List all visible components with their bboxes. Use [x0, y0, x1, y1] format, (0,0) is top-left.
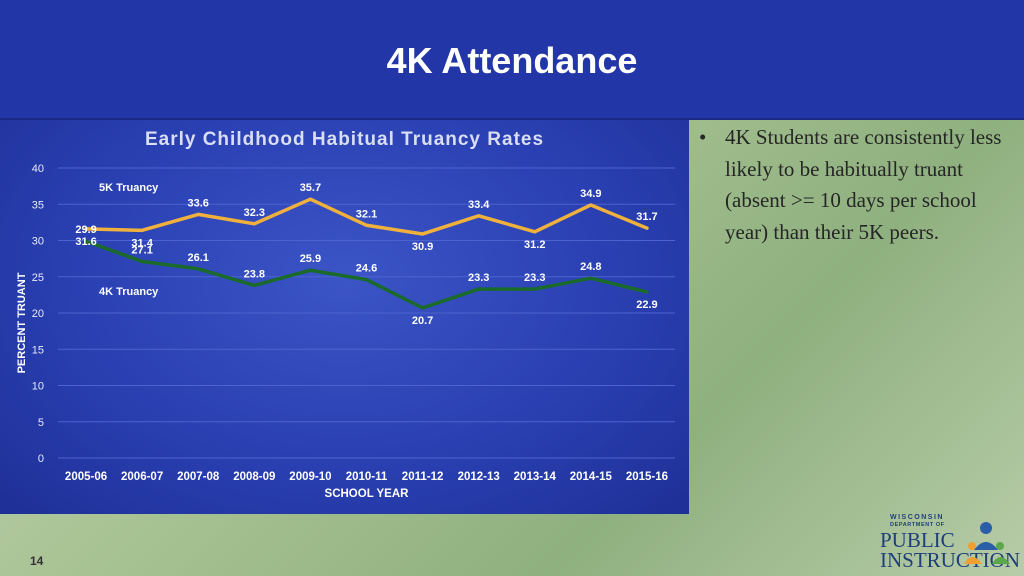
data-labels: 31.6 31.4 33.6 32.3 35.7 32.1 30.9 33.4 31.2 34.9… [75, 182, 657, 327]
data-label: 27.1 [131, 245, 152, 257]
data-label: 20.7 [412, 315, 433, 327]
data-point [140, 260, 144, 264]
line-chart: 0 5 10 15 20 25 30 35 40 2005-06 2006-07 2007-08 200… [16, 163, 675, 500]
data-label: 22.9 [636, 299, 657, 311]
logo-figure-icon [964, 522, 1010, 564]
y-tick-label: 35 [32, 199, 44, 211]
chart-panel: 0 5 10 15 20 25 30 35 40 2005-06 2006-07 2007-08 200… [0, 120, 689, 514]
data-label: 24.8 [580, 261, 601, 273]
y-tick-label: 40 [32, 163, 44, 175]
data-label: 31.6 [75, 236, 96, 248]
logo-line-2: DEPARTMENT OF [890, 522, 945, 528]
data-label: 32.1 [356, 208, 377, 220]
series-name-label: 5K Truancy [99, 182, 159, 194]
y-tick-label: 25 [32, 272, 44, 284]
data-point [365, 223, 368, 227]
data-point [645, 226, 649, 230]
data-label: 33.4 [468, 199, 490, 211]
data-label: 23.3 [468, 272, 489, 284]
x-tick-label: 2007-08 [177, 471, 220, 483]
series-name-label: 4K Truancy [99, 286, 159, 298]
data-point [421, 306, 425, 310]
data-label: 25.9 [300, 253, 321, 265]
data-point [645, 290, 649, 294]
data-point [589, 203, 593, 207]
y-tick-label: 30 [32, 236, 44, 248]
x-tick-label: 2012-13 [458, 471, 500, 483]
data-point [140, 228, 144, 232]
x-tick-label: 2009-10 [289, 471, 331, 483]
x-tick-label: 2013-14 [514, 471, 557, 483]
y-tick-label: 0 [38, 453, 44, 465]
axes: 0 5 10 15 20 25 30 35 40 2005-06 2006-07 2007-08 200… [16, 163, 668, 500]
text-panel: • 4K Students are consistently less like… [689, 118, 1024, 576]
x-tick-label: 2005-06 [65, 471, 107, 483]
data-point [84, 227, 88, 231]
data-label: 35.7 [300, 182, 321, 194]
dpi-logo: WISCONSIN DEPARTMENT OF PUBLIC INSTRUCTI… [878, 512, 1020, 572]
data-point [477, 214, 481, 218]
data-point [252, 283, 256, 287]
data-point [589, 276, 593, 280]
gridlines [58, 167, 675, 459]
x-tick-label: 2008-09 [233, 471, 275, 483]
x-tick-label: 2006-07 [121, 471, 163, 483]
y-tick-label: 15 [32, 344, 44, 356]
bullet-marker: • [699, 125, 707, 149]
data-point [365, 278, 368, 282]
series-lines [84, 197, 649, 310]
y-axis-label: PERCENT TRUANT [16, 272, 28, 373]
title-bar: 4K Attendance [0, 0, 1024, 120]
data-point [308, 268, 312, 272]
data-point [533, 230, 537, 234]
logo-line-3: PUBLIC [880, 528, 955, 552]
data-point [196, 212, 200, 216]
data-label: 32.3 [244, 207, 265, 219]
slide-number: 14 [30, 554, 44, 568]
data-label: 31.2 [524, 239, 545, 251]
data-point [477, 287, 481, 291]
data-point [252, 222, 256, 226]
data-label: 23.3 [524, 272, 545, 284]
data-point [196, 267, 200, 271]
y-tick-label: 20 [32, 308, 44, 320]
slide-title: 4K Attendance [386, 40, 638, 81]
x-tick-label: 2011-12 [402, 471, 444, 483]
data-label: 26.1 [188, 252, 209, 264]
data-label: 31.7 [636, 211, 657, 223]
data-label: 29.9 [75, 224, 96, 236]
data-label: 34.9 [580, 188, 601, 200]
data-point [84, 239, 88, 243]
logo-line-1: WISCONSIN [890, 514, 944, 521]
data-label: 30.9 [412, 241, 433, 253]
data-label: 23.8 [244, 268, 265, 280]
data-label: 31.4 [131, 237, 153, 249]
chart-title: Early Childhood Habitual Truancy Rates [144, 129, 545, 150]
data-point [421, 232, 425, 236]
x-axis-label: SCHOOL YEAR [325, 488, 410, 500]
data-label: 24.6 [356, 263, 377, 275]
x-tick-label: 2015-16 [626, 471, 668, 483]
data-label: 33.6 [188, 197, 209, 209]
x-tick-label: 2010-11 [346, 471, 388, 483]
x-tick-label: 2014-15 [570, 471, 613, 483]
y-tick-label: 5 [38, 417, 44, 429]
data-point [533, 287, 537, 291]
data-point [308, 197, 312, 201]
bullet-text: 4K Students are consistently less likely… [725, 125, 1002, 244]
y-tick-label: 10 [32, 381, 44, 393]
